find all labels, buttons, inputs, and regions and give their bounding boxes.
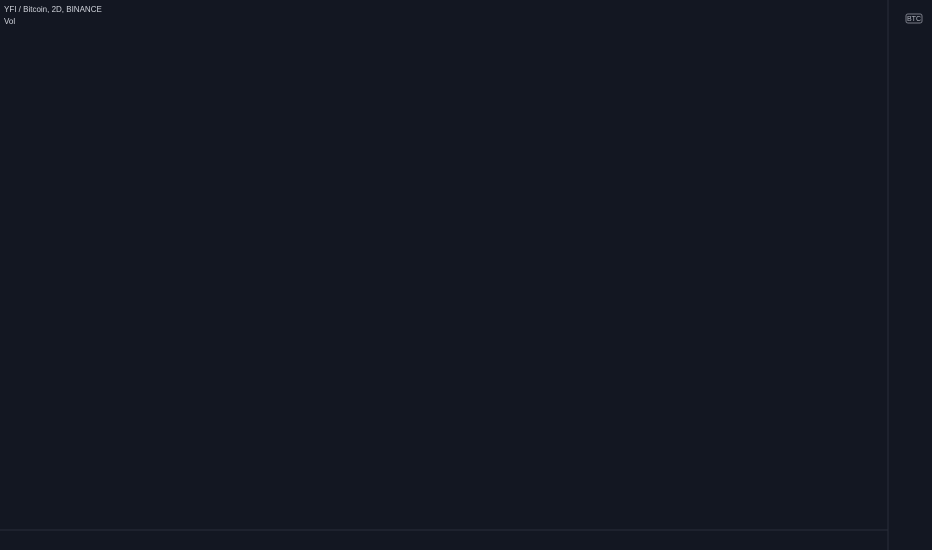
volume-label: Vol — [4, 17, 15, 26]
chart-title: YFI / Bitcoin, 2D, BINANCE — [4, 5, 102, 14]
price-axis — [888, 0, 932, 550]
currency-label: BTC — [907, 16, 921, 23]
currency-box — [905, 13, 923, 24]
